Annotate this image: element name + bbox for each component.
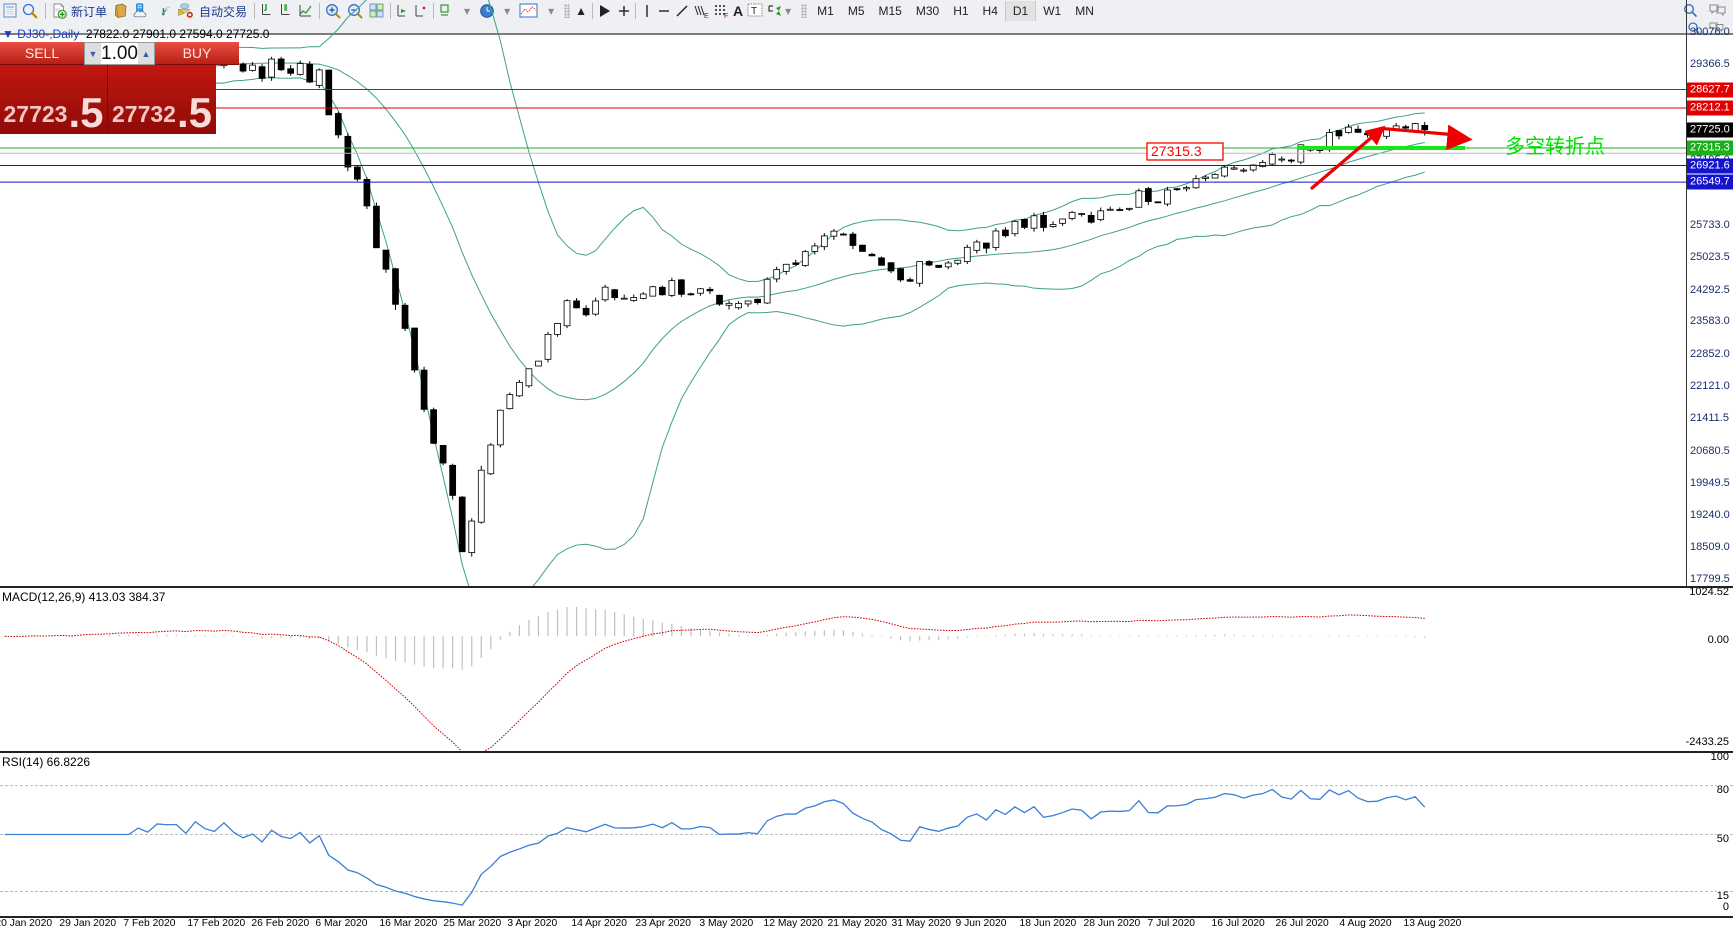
svg-text:27315.3: 27315.3 [1151, 143, 1202, 159]
svg-text:多空转折点: 多空转折点 [1505, 135, 1605, 158]
